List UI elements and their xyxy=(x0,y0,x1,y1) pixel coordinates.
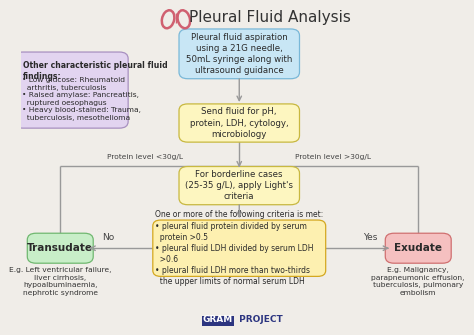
FancyBboxPatch shape xyxy=(14,52,128,128)
Text: • ​Low glucose: Rheumatoid
  arthritis, tuberculosis
• ​Raised amylase: Pancreat: • ​Low glucose: Rheumatoid arthritis, tu… xyxy=(22,77,141,121)
FancyBboxPatch shape xyxy=(202,316,234,326)
FancyBboxPatch shape xyxy=(153,220,326,276)
FancyBboxPatch shape xyxy=(179,104,300,142)
Text: Exudate: Exudate xyxy=(394,243,442,253)
Text: Transudate: Transudate xyxy=(27,243,93,253)
Text: Yes: Yes xyxy=(363,233,377,242)
Text: Protein level <30g/L: Protein level <30g/L xyxy=(108,154,183,160)
FancyBboxPatch shape xyxy=(179,166,300,205)
FancyBboxPatch shape xyxy=(179,29,300,79)
Text: Pleural Fluid Analysis: Pleural Fluid Analysis xyxy=(189,10,351,25)
FancyBboxPatch shape xyxy=(385,233,451,263)
Text: Protein level >30g/L: Protein level >30g/L xyxy=(295,154,371,160)
FancyBboxPatch shape xyxy=(27,233,93,263)
Text: For borderline cases
(25-35 g/L), apply Light's
criteria: For borderline cases (25-35 g/L), apply … xyxy=(185,170,293,201)
Text: GRAM: GRAM xyxy=(203,315,233,324)
Text: E.g. Malignancy,
parapneumonic effusion,
tuberculosis, pulmonary
embolism: E.g. Malignancy, parapneumonic effusion,… xyxy=(372,267,465,296)
Text: Pleural fluid aspiration
using a 21G needle,
50mL syringe along with
ultrasound : Pleural fluid aspiration using a 21G nee… xyxy=(186,33,292,75)
Text: Other characteristic pleural fluid
findings:: Other characteristic pleural fluid findi… xyxy=(23,61,167,81)
Text: Send fluid for pH,
protein, LDH, cytology,
microbiology: Send fluid for pH, protein, LDH, cytolog… xyxy=(190,108,289,139)
Text: E.g. Left ventricular failure,
liver cirrhosis,
hypoalbuminaemia,
nephrotic synd: E.g. Left ventricular failure, liver cir… xyxy=(9,267,111,296)
Text: PROJECT: PROJECT xyxy=(236,315,283,324)
Text: No: No xyxy=(102,233,114,242)
Text: One or more of the following criteria is met:
• pleural fluid protein divided by: One or more of the following criteria is… xyxy=(155,210,323,286)
